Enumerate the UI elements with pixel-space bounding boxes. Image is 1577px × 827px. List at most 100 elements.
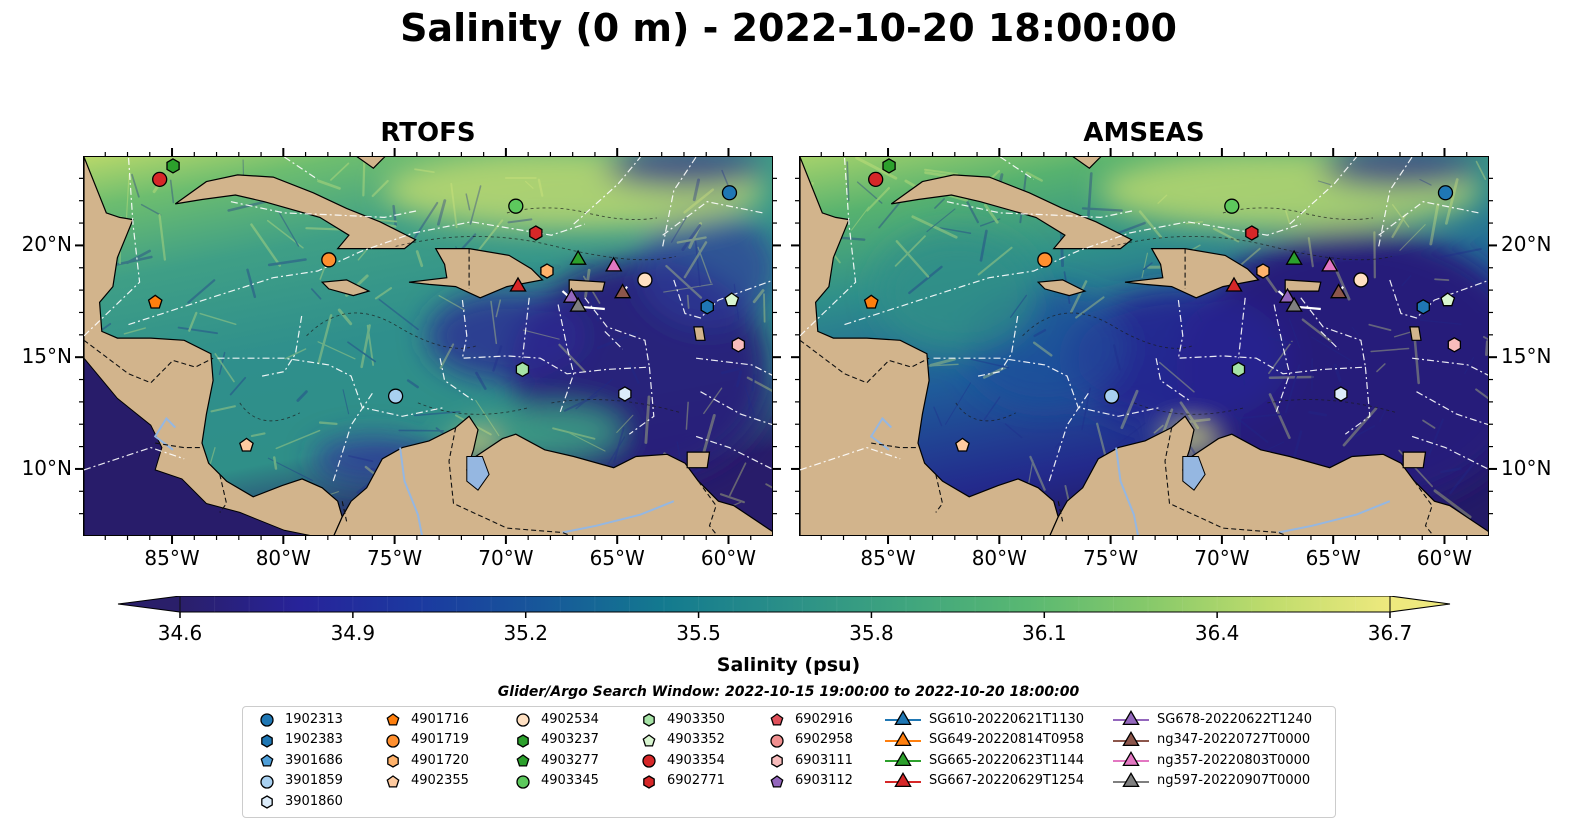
- colorbar-tick-label: 36.7: [1368, 621, 1413, 645]
- map-marker-ng357-20220803t0000[interactable]: [1321, 256, 1339, 272]
- map-marker-sg667-20220629t1254[interactable]: [1225, 276, 1243, 292]
- colorbar-extend-max: [1389, 596, 1451, 613]
- legend-marker-triangle-icon[interactable]: [894, 710, 912, 726]
- legend-marker-circle-icon[interactable]: [770, 733, 784, 748]
- legend-marker-pentagon-icon[interactable]: [260, 754, 274, 767]
- map-marker-4903350[interactable]: [1231, 361, 1246, 378]
- map-marker-1902313[interactable]: [1437, 185, 1454, 201]
- map-marker-1902383[interactable]: [700, 299, 714, 315]
- legend-marker-pentagon-icon[interactable]: [386, 774, 400, 788]
- map-marker-sg678-20220622t1240[interactable]: [1278, 287, 1297, 303]
- legend-marker-circle-icon[interactable]: [516, 713, 530, 727]
- map-panel-rtofs[interactable]: [83, 156, 773, 536]
- colorbar-tick-label: 34.6: [158, 621, 203, 645]
- map-marker-4903352[interactable]: [724, 292, 740, 307]
- legend-marker-hexagon-icon[interactable]: [261, 795, 273, 809]
- map-marker-ng347-20220727t0000[interactable]: [1329, 283, 1348, 299]
- map-marker-ng357-20220803t0000[interactable]: [605, 256, 623, 272]
- legend-marker-pentagon-icon[interactable]: [770, 713, 784, 726]
- legend-label: 4903277: [541, 752, 599, 768]
- map-marker-6903111[interactable]: [1447, 337, 1462, 353]
- map-marker-sg667-20220629t1254[interactable]: [509, 276, 527, 292]
- legend-label: 4902355: [411, 773, 469, 788]
- map-marker-4901719[interactable]: [1037, 252, 1053, 268]
- map-marker-6902771[interactable]: [529, 225, 543, 241]
- map-marker-4902355[interactable]: [239, 437, 254, 452]
- legend-item: ng357-20220803T0000: [1111, 750, 1310, 770]
- legend-marker-pentagon-icon[interactable]: [516, 754, 530, 767]
- legend-marker-pentagon-icon[interactable]: [770, 774, 784, 788]
- colorbar-tick-label: 35.5: [676, 621, 721, 645]
- legend-marker-hexagon-icon[interactable]: [387, 754, 399, 768]
- map-marker-4902534[interactable]: [637, 272, 653, 288]
- legend-marker-icon: [260, 754, 274, 767]
- legend-marker-circle-icon[interactable]: [642, 754, 656, 768]
- map-marker-1902383[interactable]: [1416, 299, 1430, 315]
- legend-marker-hexagon-icon[interactable]: [643, 774, 655, 789]
- legend-marker-hexagon-icon[interactable]: [643, 713, 655, 727]
- legend-marker-circle-icon[interactable]: [260, 713, 274, 727]
- legend-marker-triangle-icon[interactable]: [1122, 730, 1140, 746]
- map-marker-ng347-20220727t0000[interactable]: [613, 283, 632, 299]
- map-marker-4903345[interactable]: [508, 198, 524, 214]
- map-marker-4902355[interactable]: [955, 437, 970, 452]
- map-marker-4901720[interactable]: [1256, 263, 1270, 279]
- map-marker-4903354[interactable]: [152, 171, 168, 188]
- map-marker-4903345[interactable]: [1224, 198, 1240, 214]
- map-marker-4903354[interactable]: [868, 171, 884, 188]
- legend-marker-hexagon-icon[interactable]: [517, 733, 529, 748]
- legend-marker-circle-icon[interactable]: [386, 733, 400, 748]
- legend-marker-circle-icon[interactable]: [260, 774, 274, 789]
- map-marker-3901860[interactable]: [1334, 386, 1348, 402]
- map-marker-1902313[interactable]: [721, 185, 738, 201]
- legend-marker-hexagon-icon[interactable]: [261, 733, 273, 748]
- map-panel-amseas[interactable]: [799, 156, 1489, 536]
- legend-item: SG610-20220621T1130: [883, 709, 1084, 729]
- map-marker-ng597-20220907t0000[interactable]: [1285, 296, 1303, 312]
- map-marker-sg665-20220623t1144[interactable]: [569, 249, 587, 265]
- colorbar-label: Salinity (psu): [716, 654, 861, 676]
- colorbar-extend-min: [117, 596, 181, 613]
- map-marker-ng597-20220907t0000[interactable]: [569, 296, 587, 312]
- y-tick-label: 20°N: [1501, 232, 1552, 257]
- map-marker-sg665-20220623t1144[interactable]: [1285, 249, 1303, 265]
- map-marker-4901716[interactable]: [863, 294, 879, 309]
- legend-item: 4901720: [381, 750, 469, 770]
- legend-marker-icon: [1113, 730, 1149, 746]
- legend-marker-triangle-icon[interactable]: [894, 771, 912, 787]
- map-marker-4901716[interactable]: [147, 294, 163, 309]
- legend-marker-hexagon-icon[interactable]: [771, 754, 783, 768]
- legend-item: 3901686: [255, 750, 343, 770]
- map-marker-4903237[interactable]: [882, 158, 896, 174]
- legend-marker-icon: [260, 713, 274, 727]
- map-marker-3901860[interactable]: [618, 386, 632, 402]
- map-marker-4901720[interactable]: [540, 263, 554, 279]
- map-marker-6902771[interactable]: [1245, 225, 1259, 241]
- legend-marker-triangle-icon[interactable]: [1122, 710, 1140, 726]
- legend-marker-circle-icon[interactable]: [516, 774, 530, 789]
- map-marker-3901859[interactable]: [387, 388, 404, 404]
- legend-marker-triangle-icon[interactable]: [894, 751, 912, 767]
- map-marker-6903111[interactable]: [731, 337, 746, 353]
- x-tick-label: 75°W: [1082, 546, 1139, 570]
- legend-label: 4901716: [411, 711, 469, 727]
- y-tick-label: 15°N: [21, 344, 72, 369]
- legend-marker-pentagon-icon[interactable]: [386, 713, 400, 726]
- legend-item: 4901716: [381, 709, 469, 729]
- map-marker-4903350[interactable]: [515, 361, 530, 378]
- colorbar-gradient: [179, 596, 1391, 613]
- x-tick-label: 65°W: [1305, 546, 1361, 570]
- legend-marker-pentagon-icon[interactable]: [642, 733, 656, 747]
- legend-item: 4903277: [511, 750, 599, 770]
- map-marker-4903237[interactable]: [166, 158, 180, 174]
- legend-marker-icon: [260, 774, 274, 789]
- legend-marker-triangle-icon[interactable]: [1122, 751, 1140, 767]
- map-marker-4903352[interactable]: [1440, 292, 1456, 307]
- map-marker-4902534[interactable]: [1353, 272, 1369, 288]
- map-marker-4901719[interactable]: [321, 252, 337, 268]
- legend-marker-icon: [643, 713, 655, 727]
- map-marker-3901859[interactable]: [1103, 388, 1120, 404]
- legend-marker-triangle-icon[interactable]: [894, 730, 912, 746]
- map-marker-sg678-20220622t1240[interactable]: [562, 287, 581, 303]
- legend-marker-triangle-icon[interactable]: [1122, 771, 1140, 787]
